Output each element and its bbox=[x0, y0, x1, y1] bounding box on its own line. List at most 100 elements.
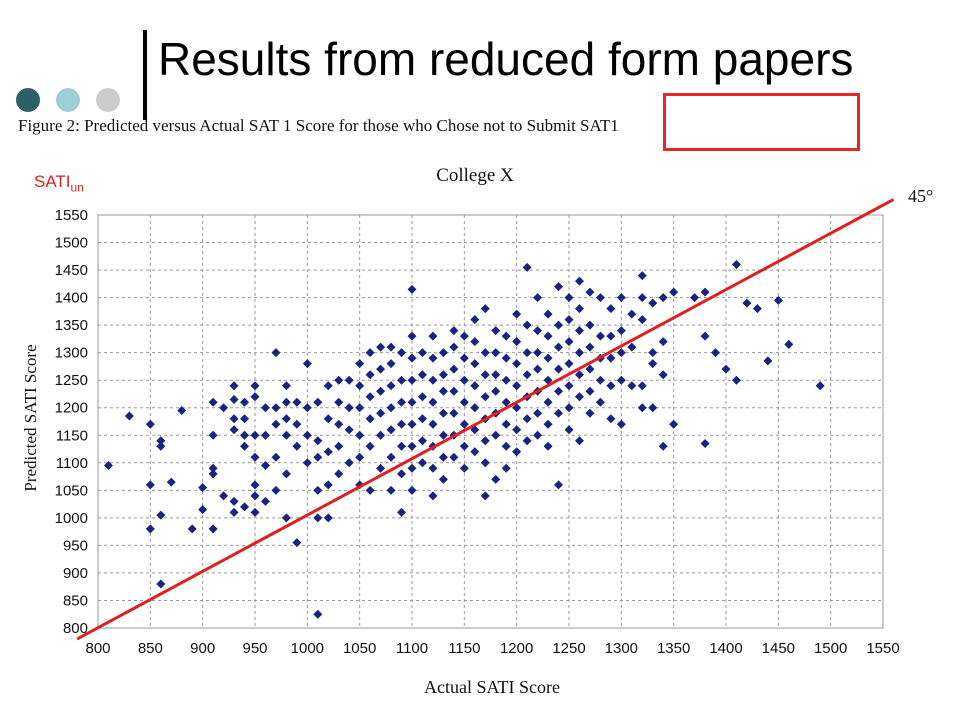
data-point bbox=[198, 505, 208, 515]
data-point bbox=[522, 348, 532, 358]
data-point bbox=[637, 381, 647, 391]
data-point bbox=[543, 419, 553, 429]
dot-mid bbox=[56, 88, 80, 112]
data-point bbox=[250, 480, 260, 490]
x-tick-label: 1300 bbox=[605, 640, 638, 657]
data-point bbox=[271, 452, 281, 462]
annotation-label: SATIun bbox=[34, 172, 84, 194]
data-point bbox=[103, 461, 113, 471]
data-point bbox=[260, 461, 270, 471]
x-tick-label: 1050 bbox=[343, 640, 376, 657]
data-point bbox=[417, 436, 427, 446]
data-point bbox=[240, 414, 250, 424]
data-point bbox=[480, 436, 490, 446]
data-point bbox=[543, 309, 553, 319]
data-point bbox=[773, 295, 783, 305]
x-tick-label: 1400 bbox=[709, 640, 742, 657]
data-point bbox=[606, 414, 616, 424]
data-point bbox=[407, 419, 417, 429]
data-point bbox=[470, 447, 480, 457]
data-point bbox=[669, 419, 679, 429]
data-point bbox=[438, 386, 448, 396]
data-point bbox=[145, 480, 155, 490]
data-point bbox=[533, 293, 543, 303]
y-tick-label: 1550 bbox=[55, 207, 88, 224]
data-point bbox=[313, 452, 323, 462]
data-point bbox=[397, 469, 407, 479]
data-point bbox=[815, 381, 825, 391]
data-point bbox=[271, 348, 281, 358]
data-point bbox=[543, 441, 553, 451]
x-tick-label: 1550 bbox=[866, 640, 899, 657]
data-point bbox=[355, 430, 365, 440]
data-point bbox=[637, 315, 647, 325]
data-point bbox=[564, 293, 574, 303]
data-point bbox=[585, 386, 595, 396]
data-point bbox=[344, 375, 354, 385]
data-point bbox=[459, 397, 469, 407]
y-tick-label: 1100 bbox=[56, 455, 88, 472]
data-point bbox=[229, 381, 239, 391]
data-point bbox=[501, 397, 511, 407]
data-point bbox=[428, 353, 438, 363]
data-point bbox=[574, 326, 584, 336]
data-point bbox=[637, 403, 647, 413]
data-point bbox=[145, 419, 155, 429]
data-point bbox=[428, 419, 438, 429]
reference-line-45 bbox=[76, 198, 895, 641]
data-points bbox=[103, 260, 825, 619]
data-point bbox=[480, 304, 490, 314]
data-point bbox=[491, 386, 501, 396]
data-point bbox=[302, 430, 312, 440]
data-point bbox=[313, 485, 323, 495]
data-point bbox=[407, 397, 417, 407]
plot-frame bbox=[97, 214, 884, 629]
data-point bbox=[543, 397, 553, 407]
data-point bbox=[491, 430, 501, 440]
x-tick-label: 1150 bbox=[448, 640, 480, 657]
data-point bbox=[669, 287, 679, 297]
data-point bbox=[365, 392, 375, 402]
y-tick-label: 1350 bbox=[55, 317, 88, 334]
data-point bbox=[616, 326, 626, 336]
data-point bbox=[407, 463, 417, 473]
x-tick-label: 1000 bbox=[291, 640, 324, 657]
data-point bbox=[574, 370, 584, 380]
data-point bbox=[438, 408, 448, 418]
data-point bbox=[177, 405, 187, 415]
data-point bbox=[376, 342, 386, 352]
data-point bbox=[438, 452, 448, 462]
data-point bbox=[585, 408, 595, 418]
data-point bbox=[417, 348, 427, 358]
data-point bbox=[449, 386, 459, 396]
data-point bbox=[501, 419, 511, 429]
y-tick-label: 1450 bbox=[55, 262, 88, 279]
data-point bbox=[397, 375, 407, 385]
data-point bbox=[281, 381, 291, 391]
data-point bbox=[313, 397, 323, 407]
data-point bbox=[438, 370, 448, 380]
data-point bbox=[145, 524, 155, 534]
data-point bbox=[219, 491, 229, 501]
data-point bbox=[281, 430, 291, 440]
data-point bbox=[417, 414, 427, 424]
data-point bbox=[522, 436, 532, 446]
data-point bbox=[501, 353, 511, 363]
data-point bbox=[397, 441, 407, 451]
data-point bbox=[574, 276, 584, 286]
highlight-box bbox=[663, 93, 860, 151]
data-point bbox=[658, 293, 668, 303]
x-tick-label: 1250 bbox=[552, 640, 585, 657]
data-point bbox=[229, 394, 239, 404]
y-tick-label: 1000 bbox=[55, 510, 88, 527]
data-point bbox=[208, 463, 218, 473]
data-point bbox=[376, 364, 386, 374]
data-point bbox=[229, 496, 239, 506]
data-point bbox=[344, 403, 354, 413]
data-point bbox=[700, 287, 710, 297]
dot-dark bbox=[16, 88, 40, 112]
data-point bbox=[763, 356, 773, 366]
data-point bbox=[229, 425, 239, 435]
data-point bbox=[784, 339, 794, 349]
data-point bbox=[595, 375, 605, 385]
